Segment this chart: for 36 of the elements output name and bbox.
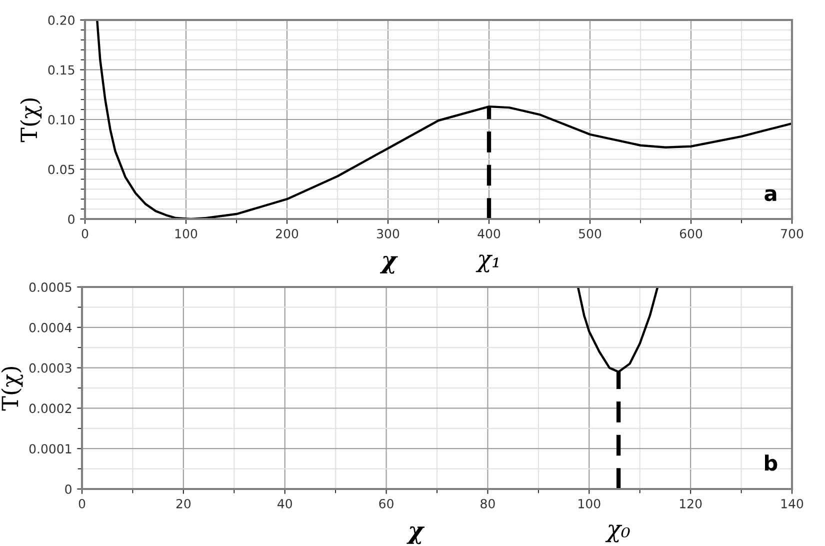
x-axis-title: χ — [406, 526, 425, 544]
y-tick-label: 0.20 — [48, 15, 74, 25]
x-tick-label: 40 — [278, 498, 292, 508]
x-tick-label: 600 — [680, 228, 702, 238]
annotation: χ₀ — [605, 524, 630, 542]
annotation: a — [764, 189, 776, 202]
x-tick-label: 100 — [578, 498, 600, 508]
x-tick-label: 0 — [82, 228, 88, 238]
y-tick-label: 0.0003 — [29, 363, 72, 373]
x-tick-label: 200 — [276, 228, 298, 238]
y-tick-label: 0 — [65, 484, 72, 494]
x-tick-label: 0 — [78, 498, 86, 508]
x-tick-label: 500 — [579, 228, 602, 238]
y-tick-label: 0.0005 — [29, 282, 72, 292]
x-tick-label: 140 — [781, 498, 804, 508]
annotation: b — [764, 454, 778, 471]
y-tick-label: 0.0004 — [29, 322, 72, 332]
annotation: χ₁ — [476, 254, 498, 272]
x-tick-label: 700 — [781, 228, 804, 238]
x-tick-label: 120 — [680, 498, 702, 508]
y-tick-label: 0.0001 — [29, 444, 72, 454]
x-axis-title: χ — [380, 256, 398, 274]
y-tick-label: 0 — [68, 214, 74, 224]
y-tick-label: 0.15 — [48, 65, 74, 75]
y-tick-label: 0.05 — [48, 164, 74, 174]
y-tick-label: 0.10 — [48, 114, 74, 124]
y-axis-title: T(χ) — [1, 366, 23, 411]
line-series — [96, 20, 792, 219]
x-tick-label: 400 — [478, 228, 500, 238]
y-tick-label: 0.0002 — [29, 404, 72, 414]
x-tick-label: 100 — [175, 228, 198, 238]
y-axis-title: T(χ) — [20, 98, 42, 142]
x-tick-label: 60 — [379, 498, 394, 508]
x-tick-label: 20 — [176, 498, 191, 508]
x-tick-label: 80 — [480, 498, 495, 508]
x-tick-label: 300 — [377, 228, 400, 238]
